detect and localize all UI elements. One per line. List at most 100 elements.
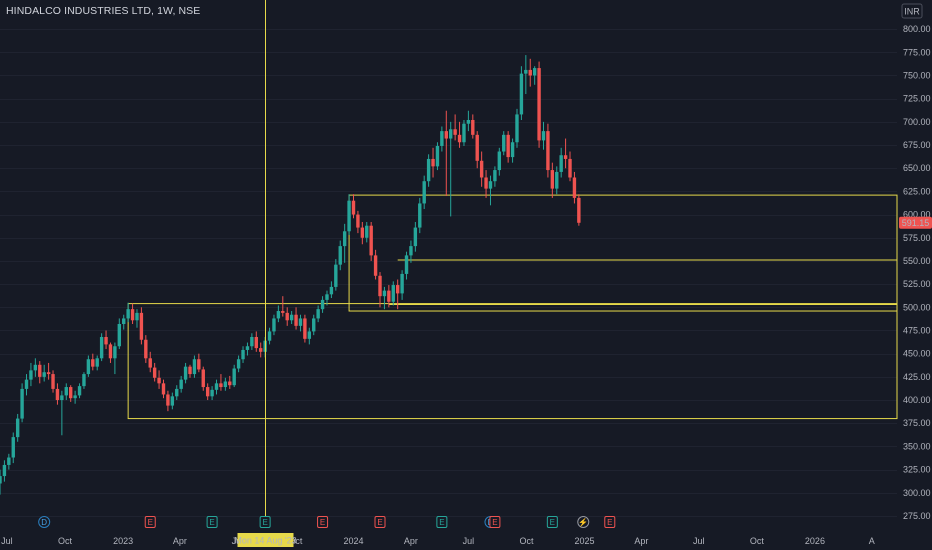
candle-body — [276, 311, 281, 319]
event-label: D — [41, 518, 47, 527]
candle-body — [347, 200, 351, 232]
price-tick-label: 675.00 — [903, 140, 931, 150]
candle-body — [342, 231, 347, 247]
price-tick-label: 600.00 — [903, 210, 931, 220]
candle-body — [435, 145, 440, 167]
candle-body — [241, 349, 245, 360]
event-square — [206, 516, 218, 528]
zone-box — [348, 194, 898, 312]
time-tick-label: 2025 — [575, 536, 595, 546]
candle-body — [95, 358, 99, 367]
candle-body — [329, 286, 334, 295]
price-tick-label: 275.00 — [903, 511, 931, 521]
last-price-marker — [899, 216, 932, 229]
time-tick-label: 2023 — [113, 536, 133, 546]
candle-body — [568, 158, 572, 178]
candle-body — [38, 364, 42, 377]
candle-body — [0, 476, 2, 484]
candle-body — [351, 200, 356, 215]
event-circle — [577, 516, 590, 528]
candle-body — [122, 318, 126, 324]
candle-body — [130, 309, 135, 321]
event-label: E — [320, 518, 325, 527]
event-square — [259, 516, 271, 528]
candle-body — [197, 359, 201, 370]
candle-body — [395, 285, 400, 294]
event-marker: E — [489, 516, 501, 528]
candle-body — [157, 377, 161, 384]
price-tick-label: 650.00 — [903, 163, 931, 173]
price-tick-label: 725.00 — [903, 94, 931, 104]
price-tick-label: 800.00 — [903, 24, 931, 34]
price-tick-label: 700.00 — [903, 117, 931, 127]
candle-body — [113, 346, 117, 359]
crosshair-date-label: Mon 14 Aug '23 — [234, 536, 296, 546]
price-tick-label: 300.00 — [903, 488, 931, 498]
candle-body — [201, 369, 205, 388]
events: DEEEEEEDEE⚡E — [38, 516, 616, 528]
candle-body — [577, 197, 581, 223]
candle-body — [232, 368, 236, 386]
event-marker: E — [317, 516, 329, 528]
candle-body — [228, 381, 232, 386]
candle-body — [15, 418, 20, 438]
candle-body — [303, 318, 307, 339]
event-square — [317, 516, 329, 528]
candle-body — [475, 134, 479, 161]
candle-body — [369, 225, 373, 256]
candle-body — [148, 358, 152, 368]
candle-body — [453, 129, 457, 135]
candle-body — [449, 129, 453, 139]
candle-body — [166, 394, 170, 406]
event-label: E — [492, 518, 497, 527]
time-tick-label: A — [869, 536, 875, 546]
time-tick-label: Oct — [58, 536, 73, 546]
candle-body — [175, 388, 179, 397]
candle-body — [422, 181, 426, 204]
event-label: E — [148, 518, 153, 527]
time-axis[interactable]: Jul Oct 2023 Apr Jul Oct 2024 Apr Jul Oct 2025 Apr J… — [1, 536, 875, 546]
candle-body — [524, 69, 528, 74]
candle-body — [205, 387, 210, 397]
time-tick-label: Apr — [404, 536, 418, 546]
candle-body — [426, 158, 431, 182]
candle-body — [515, 114, 519, 143]
candle-body — [73, 395, 77, 399]
candle-body — [64, 387, 68, 396]
candle-body — [188, 366, 192, 375]
candle-body — [382, 290, 387, 297]
price-tick-label: 750.00 — [903, 70, 931, 80]
candle-body — [493, 170, 497, 182]
event-marker: E — [546, 516, 558, 528]
candle-body — [214, 383, 219, 390]
candle-body — [519, 73, 524, 115]
candle-body — [307, 331, 312, 339]
candle-body — [555, 171, 559, 189]
candle-body — [488, 181, 493, 189]
candle-body — [338, 246, 342, 265]
candle-body — [250, 336, 254, 347]
candle-body — [444, 131, 448, 139]
event-marker: D — [38, 516, 51, 528]
candle-body — [334, 264, 338, 287]
candle-body — [42, 372, 46, 377]
price-tick-label: 375.00 — [903, 418, 931, 428]
candle-body — [320, 299, 325, 310]
candle-body — [161, 383, 166, 395]
time-tick-label: Oct — [288, 536, 303, 546]
event-label: E — [439, 518, 444, 527]
candle-body — [219, 383, 223, 388]
candle-body — [431, 158, 435, 167]
candle-body — [86, 359, 91, 375]
event-label: ⚡ — [578, 517, 588, 527]
candle-body — [373, 255, 378, 276]
price-axis[interactable]: 275.00 300.00 325.00 350.00 375.00 400.00 425.… — [903, 24, 931, 521]
time-tick-label: Jul — [232, 536, 244, 546]
candle-body — [532, 68, 537, 76]
currency-label: INR — [904, 7, 920, 17]
event-marker: E — [144, 516, 156, 528]
candle-body — [365, 225, 369, 238]
candle-body — [281, 311, 285, 313]
candle-body — [528, 69, 532, 76]
